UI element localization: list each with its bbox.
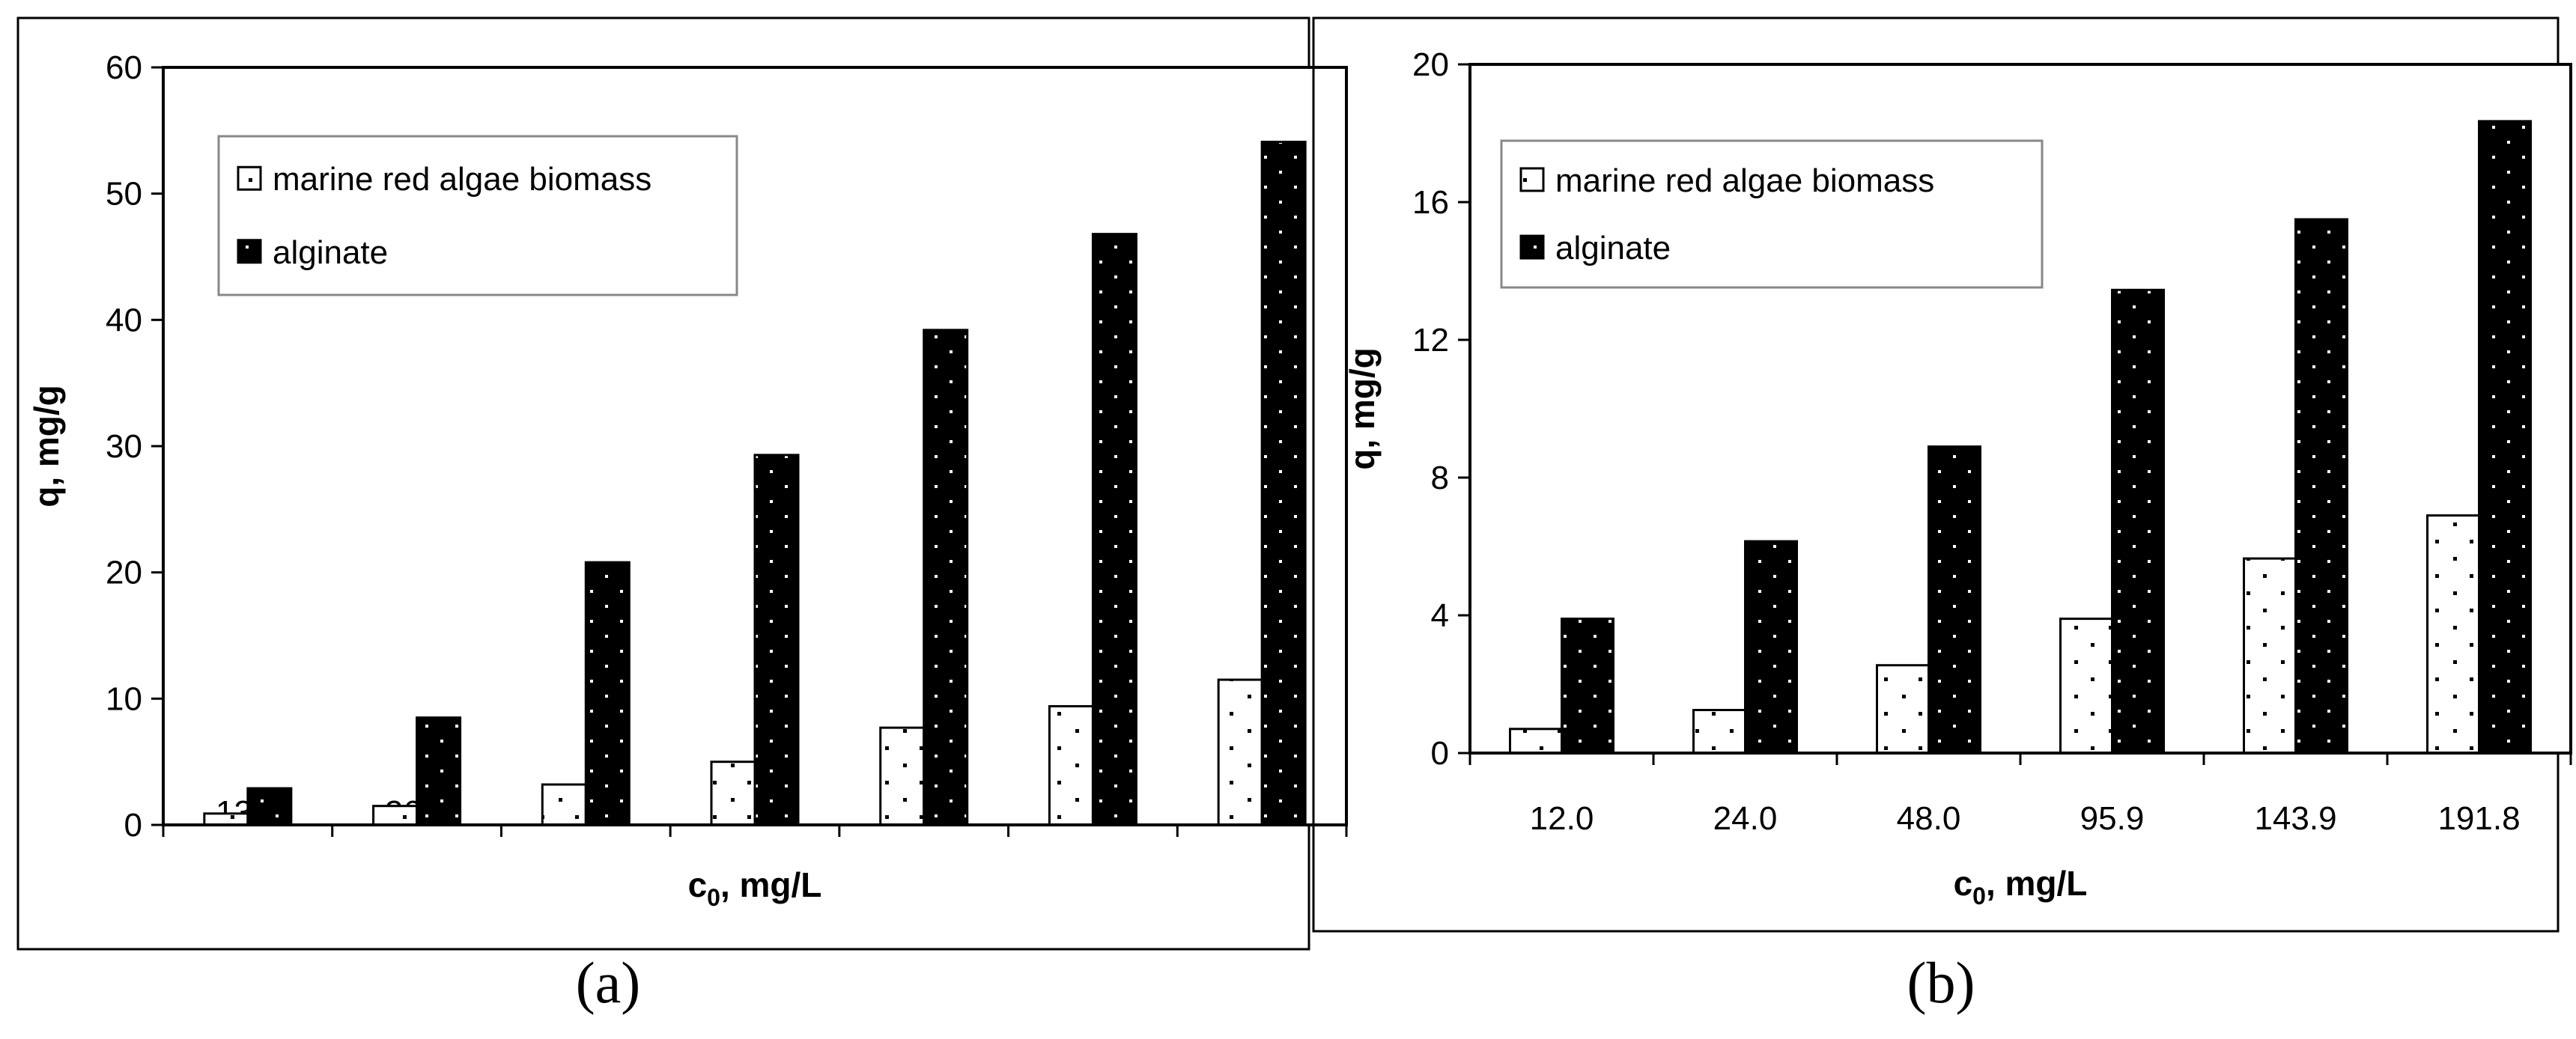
y-tick-label: 8 (1431, 460, 1449, 496)
y-tick-label: 0 (124, 807, 142, 844)
x-tick-label: 24.0 (1713, 800, 1778, 837)
bar-alginate (1744, 540, 1798, 755)
legend-swatch-alginate (237, 239, 262, 264)
bar-alginate (2478, 120, 2532, 755)
legend-swatch-marine-red-algae-biomass (237, 165, 262, 191)
bar-alginate (246, 787, 293, 826)
bar-alginate (1928, 445, 1981, 755)
x-tick-label: 95.9 (2080, 800, 2145, 837)
chart-panel-b: 0 4 8 12 16 20 12.0 24.0 48.0 95.9 143.9 191.8 marin… (1312, 16, 2572, 933)
bar-alginate (1091, 233, 1137, 826)
bar-marine-red-algae-biomass (1876, 664, 1930, 755)
legend-label: marine red algae biomass (1555, 162, 1934, 199)
bar-alginate (2294, 218, 2348, 755)
legend-box (1500, 139, 2044, 289)
bar-marine-red-algae-biomass (2243, 557, 2297, 755)
bar-alginate (416, 716, 462, 826)
legend-label: marine red algae biomass (273, 161, 651, 198)
bar-marine-red-algae-biomass (203, 812, 249, 826)
legend-label: alginate (1555, 230, 1671, 266)
y-tick-label: 10 (106, 680, 142, 717)
bar-marine-red-algae-biomass (1217, 678, 1263, 826)
x-tick-label: 48.0 (1897, 800, 1961, 837)
y-tick-label: 20 (106, 555, 142, 591)
legend-box (217, 135, 738, 296)
y-tick-label: 12 (1412, 322, 1449, 359)
bar-alginate (584, 561, 631, 826)
x-tick-label: 191.8 (2437, 800, 2520, 837)
bar-alginate (2111, 288, 2165, 755)
panel-label-a: (a) (575, 950, 641, 1015)
bar-marine-red-algae-biomass (1048, 704, 1094, 826)
y-tick-label: 16 (1412, 184, 1449, 221)
chart-panel-a: 010203040506013.226.452.7105.5158.2210.9… (16, 16, 1348, 951)
bar-marine-red-algae-biomass (1692, 709, 1746, 755)
y-tick-label: 40 (106, 302, 142, 338)
bar-alginate (753, 454, 800, 826)
x-tick-label: 12.0 (1530, 800, 1594, 837)
y-axis-title: q, mg/g (1343, 347, 1382, 470)
bar-marine-red-algae-biomass (1509, 728, 1563, 755)
x-axis-title: c0, mg/L (688, 865, 822, 911)
x-tick-label: 143.9 (2254, 800, 2336, 837)
bar-marine-red-algae-biomass (710, 761, 756, 826)
y-tick-label: 60 (106, 49, 142, 86)
bar-alginate (923, 329, 969, 826)
x-axis-title: c0, mg/L (1954, 864, 2088, 909)
y-tick-label: 50 (106, 176, 142, 213)
bar-alginate (1561, 618, 1614, 755)
bar-marine-red-algae-biomass (541, 783, 587, 826)
y-axis-title: q, mg/g (27, 385, 66, 508)
legend-swatch-marine-red-algae-biomass (1519, 167, 1545, 192)
bar-marine-red-algae-biomass (879, 726, 926, 826)
legend-label: alginate (273, 234, 388, 271)
y-tick-label: 4 (1431, 597, 1449, 634)
y-tick-label: 0 (1431, 735, 1449, 772)
bar-alginate (1260, 141, 1307, 826)
y-tick-label: 20 (1412, 46, 1449, 83)
panel-label-b: (b) (1907, 950, 1975, 1015)
bar-marine-red-algae-biomass (2059, 618, 2113, 755)
bar-marine-red-algae-biomass (2426, 514, 2480, 755)
bar-marine-red-algae-biomass (372, 805, 419, 826)
legend-swatch-alginate (1519, 234, 1545, 260)
y-tick-label: 30 (106, 428, 142, 465)
